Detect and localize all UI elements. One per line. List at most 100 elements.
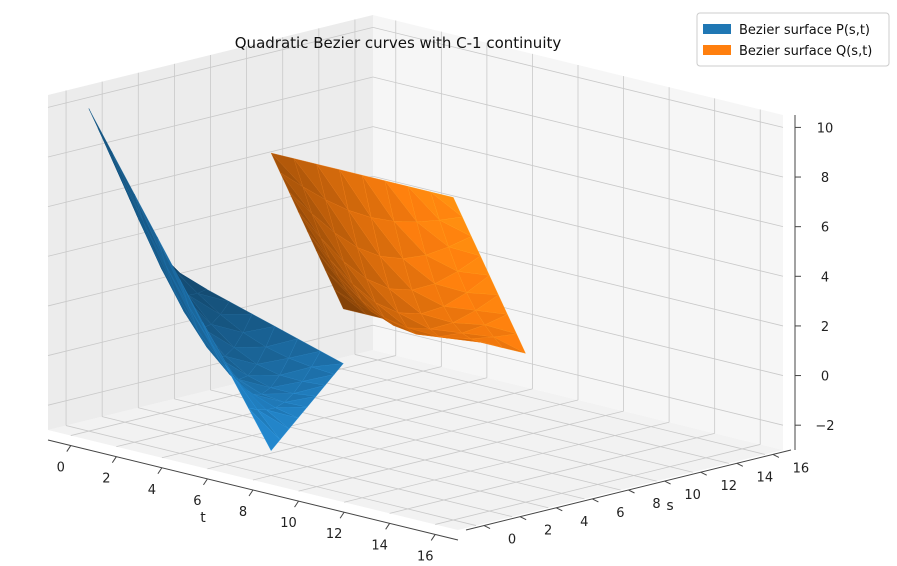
grid-line-s-floor [318,362,729,464]
y-tick-mark [628,489,635,494]
surface-facet [339,169,372,218]
surface-facet [352,283,385,319]
legend-label-q: Bezier surface Q(s,t) [739,44,872,59]
grid-line-s-floor [354,354,766,455]
surface-facet [407,186,440,223]
x-tick-mark [385,523,391,530]
x-axis-label: t [200,510,206,526]
surface-facet [407,327,440,337]
grid-line-z-back [372,324,784,426]
x-tick-label: 8 [239,505,247,520]
surface-facet [420,313,454,330]
surface-facet [225,365,258,410]
y-tick-mark [483,525,491,530]
y-tick-mark [772,453,780,458]
x-tick-mark [294,500,299,508]
x-tick-label: 0 [57,461,65,476]
y-tick-mark [736,462,744,467]
y-axis-label: s [666,498,673,514]
surface-facet [247,407,281,440]
surface-facet [188,293,221,315]
y-tick-mark [664,480,671,485]
surface-facet [252,393,285,403]
surface-facet [425,254,458,284]
surface-facet [265,326,299,348]
surface-facet [224,347,257,365]
surface-facet [366,278,399,313]
legend-frame [696,12,890,67]
surface-facet [430,191,463,221]
z-tick-label: 8 [821,171,829,186]
surface-facet [429,328,462,337]
surface-facet [266,407,299,419]
surface-p [88,108,344,451]
z-tick-label: 6 [821,221,829,236]
grid-line-s-floor [65,425,477,526]
surface-facet [175,291,208,348]
z-tick-label: 0 [821,370,829,385]
grid-line-z-wall [47,126,374,208]
x-tick-label: 16 [417,549,434,564]
surface-facet [461,332,494,339]
surface-facet [457,271,490,293]
surface-facet [270,152,304,187]
y-tick-mark [519,516,527,521]
x-tick-label: 12 [326,527,343,542]
surface-facet [384,180,418,223]
surface-facet [293,158,326,200]
surfaces [88,108,526,451]
surface-facet [434,283,467,307]
surface-facet [311,213,344,262]
surface-facet [166,265,199,331]
y-tick-label: 16 [793,461,810,476]
grid-line-z-back [372,76,784,178]
surface-facet [384,317,417,335]
surface-facet [288,191,322,239]
grid-line-z-wall [47,324,374,406]
surface-facet [157,236,190,307]
surface-facet [393,220,427,259]
surface-facet [416,221,449,256]
grid-line-z-back [372,126,784,228]
surface-facet [279,172,313,214]
grid-line-z-wall [47,27,374,108]
surface-facet [179,279,212,345]
z-tick-label: 2 [821,320,829,335]
surface-facet [325,269,358,304]
surface-facet [475,310,508,326]
surface-facet [307,230,340,278]
surface-facet [361,300,394,326]
surface-facet [302,186,335,233]
surface-facet [274,402,308,408]
surface-facet [470,338,503,348]
surface-facet [493,336,526,354]
tick-labels: 0 2 4 6 8 10 12 14 16 0 2 4 6 8 10 12 14 16 −2 0 2 4 6 8 10 [57,121,835,564]
grid-line-s-floor [138,407,549,509]
x-tick-mark [157,467,163,475]
surface-facet [279,357,312,376]
surface-q [270,152,526,354]
y-tick-label: 2 [544,524,552,539]
surface-facet [338,276,371,311]
surface-facet [380,256,413,291]
surface-facet [375,302,408,328]
surface-facet [448,246,481,272]
surface-facet [316,164,349,211]
surface-facet [243,388,276,408]
y-tick-label: 14 [757,470,774,485]
surface-facet [174,269,207,290]
surface-facet [288,338,321,359]
surface-facet [134,194,167,267]
surface-facet [302,366,335,382]
legend: Bezier surface P(s,t) Bezier surface Q(s… [696,12,890,67]
grid-line-s-floor [102,416,513,518]
surface-facet [325,199,358,248]
surface-facet [397,312,431,330]
surface-facet [234,377,267,411]
x-tick-label: 10 [280,516,297,531]
grid-line-z-back [372,175,784,277]
surface-facet [270,374,303,388]
y-tick-mark [556,507,563,512]
